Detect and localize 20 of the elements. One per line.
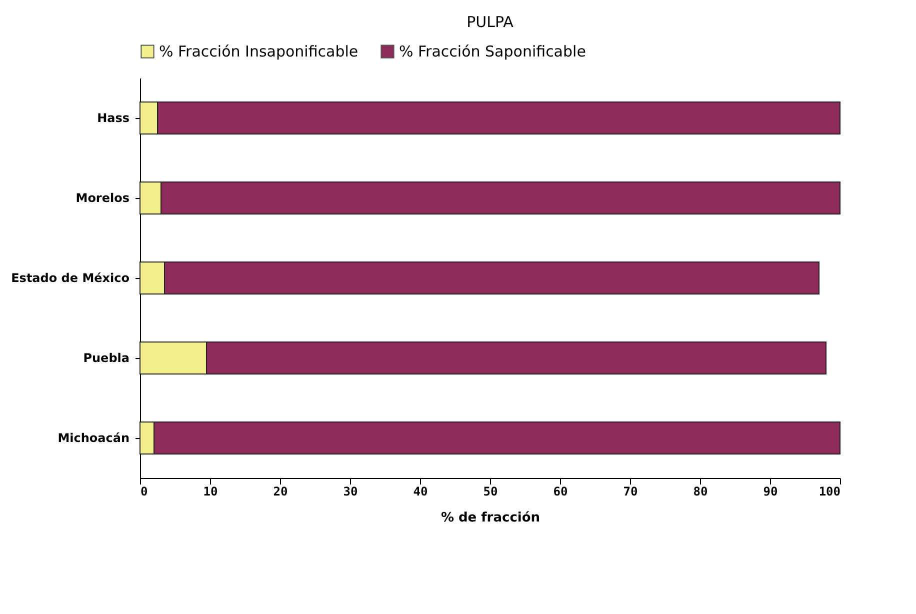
- legend-label: % Fracción Insaponificable: [159, 42, 358, 61]
- x-tick-label: 40: [413, 484, 428, 498]
- x-tick-label: 100: [818, 484, 840, 498]
- x-tick-label: 0: [140, 484, 148, 498]
- chart-title: PULPA: [466, 13, 514, 31]
- x-tick-label: 10: [203, 484, 218, 498]
- y-tick-label: Estado de México: [11, 271, 130, 285]
- x-tick-label: 80: [693, 484, 708, 498]
- y-tick-label: Puebla: [83, 351, 130, 365]
- x-tick-label: 20: [273, 484, 288, 498]
- y-tick-label: Morelos: [76, 191, 130, 205]
- x-tick-label: 70: [623, 484, 638, 498]
- legend-label: % Fracción Saponificable: [399, 42, 586, 61]
- x-axis-title: % de fracción: [440, 510, 540, 526]
- x-tick-label: 90: [763, 484, 778, 498]
- y-tick-label: Michoacán: [58, 431, 130, 445]
- x-tick-label: 50: [483, 484, 498, 498]
- x-tick-label: 60: [553, 484, 568, 498]
- x-tick-label: 30: [343, 484, 358, 498]
- y-tick-label: Hass: [97, 111, 130, 125]
